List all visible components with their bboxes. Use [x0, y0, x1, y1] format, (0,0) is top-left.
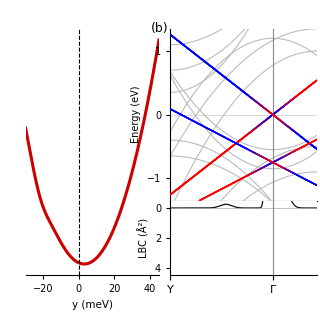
X-axis label: y (meV): y (meV) [72, 300, 113, 310]
Y-axis label: Energy (eV): Energy (eV) [131, 86, 141, 143]
Y-axis label: LBC (Å²): LBC (Å²) [138, 218, 149, 258]
Text: (b): (b) [151, 22, 169, 36]
